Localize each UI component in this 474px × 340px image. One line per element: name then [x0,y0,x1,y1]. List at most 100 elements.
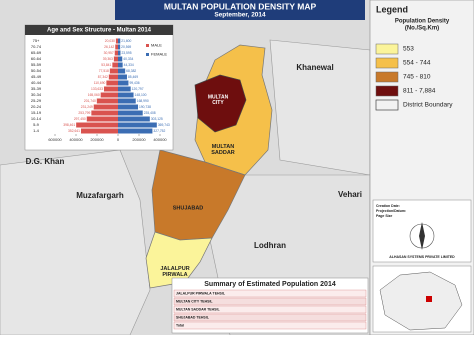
bar [106,80,118,86]
place-label: Vehari [338,190,362,199]
district-label: JALALPUR PIRWALA [160,266,189,278]
value-label: 148,100 [135,93,147,97]
bar [109,68,118,74]
bar [80,128,118,134]
bar [103,86,118,92]
value-label: 99,436 [129,81,139,85]
age-label: 15-19 [31,110,42,115]
x-tick-label: 200000 [90,137,104,142]
legend-swatch [146,53,149,56]
age-label: 30-34 [31,92,42,97]
age-label: 65-69 [31,50,42,55]
place-label: D.G. Khan [26,157,65,166]
legend-swatch [146,44,149,47]
title: MULTAN POPULATION DENSITY MAP [164,1,317,11]
bar [86,116,118,122]
legend-label: 554 - 744 [403,60,431,67]
value-label: 30,957 [104,51,114,55]
age-label: 1-4 [33,128,40,133]
multan-city [194,74,247,133]
title-bar [115,0,365,20]
x-tick-label: 0 [117,137,120,142]
value-label: 303,125 [151,117,163,121]
bar [93,104,118,110]
district-label: MULTAN CITY [208,95,229,107]
value-label: 201,740 [84,99,96,103]
value-label: 85,469 [128,75,138,79]
table-row [173,321,367,330]
district-label: SHUJABAD [173,205,204,211]
info-text: Projection/Datum: [376,209,406,213]
value-label: 168,990 [137,99,149,103]
value-label: 87,342 [98,75,108,79]
x-tick-label: 600000 [48,137,62,142]
compass-needle [419,222,425,250]
age-label: 25-29 [31,98,42,103]
inset-country [379,271,463,331]
value-label: 253,799 [78,111,90,115]
age-label: 70-74 [31,44,42,49]
place-label: Khanewal [296,63,333,72]
value-label: 44,334 [124,63,134,67]
x-tick-label: 400000 [69,137,83,142]
table-row [173,289,367,298]
age-label: 10-14 [31,116,42,121]
legend-label: 745 - 810 [403,74,431,81]
age-label: 60-64 [31,56,42,61]
value-label: 23,595 [121,51,131,55]
age-label: 20-24 [31,104,42,109]
table-row [173,297,367,306]
age-label: 45-49 [31,74,42,79]
bar [118,74,127,80]
value-label: 20,569 [121,45,131,49]
bar [118,122,157,128]
place-label: Muzafargarh [76,191,124,200]
bar [118,68,126,74]
jalalpur-pirwala [145,231,213,289]
table-cell: Total [176,323,184,327]
bar [118,44,121,50]
inset-marker [426,296,432,302]
value-label: 297,450 [74,117,86,121]
bar [118,80,129,86]
value-label: 68,382 [126,69,136,73]
bar [100,92,118,98]
info-text: Creation Date: [376,204,400,208]
bar [115,38,118,44]
age-label: 40-44 [31,80,42,85]
value-label: 231,249 [81,105,93,109]
company: ALHASAN SYSTEMS PRIVATE LIMITED [389,255,455,259]
value-label: 110,690 [94,81,106,85]
legend-swatch [375,99,399,111]
table-cell: MULTAN CITY TEHSIL [176,299,213,303]
legend-swatch [375,57,399,69]
bar [118,110,143,116]
legend-swatch [375,71,399,83]
x-tick-label: 400000 [153,137,167,142]
bar [118,116,150,122]
bar [91,110,118,116]
age-label: 55-59 [31,62,42,67]
legend-swatch [375,43,399,55]
value-label: 26,142 [104,45,114,49]
bar [118,56,123,62]
bar [108,74,118,80]
legend-title: Legend [376,4,408,14]
value-label: 53,841 [101,63,111,67]
subtitle: September, 2014 [214,12,266,19]
bar [118,62,123,68]
bar [114,50,118,56]
bar [112,62,118,68]
legend-label: 553 [403,46,414,53]
legend-label: 811 - 7,884 [403,88,436,95]
value-label: 190,738 [139,105,151,109]
bar [118,86,131,92]
value-label: 20,030 [105,39,115,43]
bar [118,50,121,56]
legend-swatch [375,85,399,97]
value-label: 120,797 [132,87,144,91]
bar [118,92,134,98]
legend-label: FEMALE [151,52,167,57]
district-outline [269,39,371,176]
bar [118,98,136,104]
